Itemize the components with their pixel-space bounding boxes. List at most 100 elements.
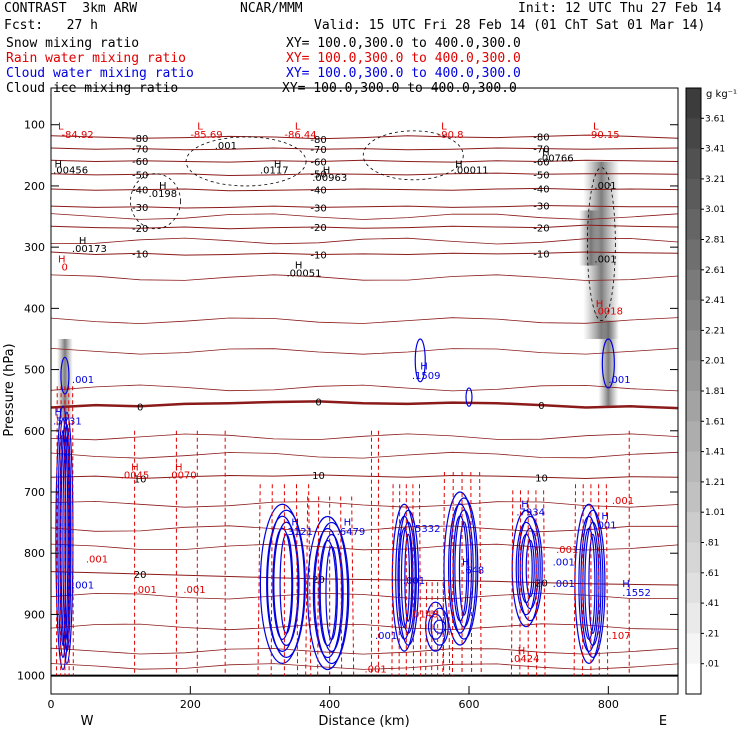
x-tick-label: 0	[48, 698, 55, 711]
rain-water-contour	[419, 484, 422, 676]
snow-shade-streak	[56, 338, 73, 419]
contour-label: .00456	[53, 166, 88, 177]
rain-water-contour	[391, 484, 394, 676]
model-title: CONTRAST 3km ARW	[4, 1, 138, 16]
contour-label: H	[344, 518, 352, 529]
isotherm-20	[50, 571, 679, 586]
colorbar-swatch	[686, 300, 701, 331]
isotherm-label: -60	[132, 157, 148, 168]
contour-label: H	[295, 261, 303, 272]
isotherm-line	[50, 274, 679, 281]
isotherm-label: -30	[310, 203, 326, 214]
y-tick-label: 200	[24, 180, 45, 193]
cloud-water-contour	[465, 387, 473, 407]
rain-water-contour	[317, 496, 320, 676]
colorbar-label: 3.21	[705, 175, 725, 185]
field-snow-name: Snow mixing ratio	[6, 36, 140, 51]
isotherm-line	[50, 623, 679, 631]
colorbar-swatch	[686, 421, 701, 453]
contour-label: H	[601, 512, 609, 523]
isotherm-line	[50, 592, 679, 600]
colorbar-unit: g kg⁻¹	[706, 89, 737, 100]
contour-label: .0045	[121, 471, 150, 482]
isotherm-line	[50, 500, 679, 508]
rain-water-contour	[535, 490, 538, 676]
contour-label: .1509	[412, 371, 441, 382]
colorbar-label: 3.61	[705, 114, 725, 124]
isotherm-line	[50, 237, 679, 245]
isotherm-line	[50, 543, 679, 551]
cloud-water-contour	[588, 533, 598, 634]
contour-label: .0117	[260, 166, 289, 177]
isotherm--20	[50, 224, 679, 230]
contour-label: .7934	[516, 507, 545, 518]
cloud-water-contour	[259, 503, 305, 664]
colorbar-swatch	[686, 209, 701, 240]
isotherm-label: -20	[533, 224, 549, 235]
rain-water-contour	[543, 490, 546, 676]
field-rain-xy: XY= 100.0,300.0 to 400.0,300.0	[286, 51, 521, 66]
y-axis-label: Pressure (hPa)	[2, 343, 17, 436]
colorbar-label: 2.41	[705, 296, 725, 306]
isotherm-line	[50, 451, 679, 459]
contour-label: .001	[365, 665, 387, 676]
colorbar-label: 3.01	[705, 205, 725, 215]
contour-label: -90.15	[587, 130, 619, 141]
cloud-water-contour	[584, 521, 602, 646]
rain-water-contour	[605, 484, 609, 676]
contour-label: .001	[72, 581, 94, 592]
isotherm-label: 0	[137, 402, 143, 413]
contour-label: .00766	[539, 153, 574, 164]
isotherm-label: 10	[312, 471, 325, 482]
contour-annotations: L-84.92L-85.69L-86.44L-90.8L-90.15H.0045…	[53, 122, 651, 676]
y-tick-label: 900	[24, 608, 45, 621]
contour-label: H	[175, 463, 183, 474]
contour-label: H	[291, 518, 299, 529]
isotherm-label: -50	[533, 170, 549, 181]
contour-label: H	[542, 147, 550, 158]
forecast-hour: Fcst: 27 h	[4, 18, 98, 33]
isotherm-label: 10	[134, 475, 147, 486]
contour-label: .001	[72, 375, 94, 386]
isotherm-label: -60	[533, 157, 549, 168]
y-tick-label: 500	[24, 364, 45, 377]
isotherm-line	[50, 647, 679, 655]
isotherm-label: 20	[134, 570, 147, 581]
cloud-water-contour	[449, 497, 479, 640]
cloud-ice-contour	[130, 173, 181, 230]
contour-label: .00173	[72, 244, 107, 255]
contour-label: H	[54, 407, 62, 418]
contour-label: .5731	[53, 417, 82, 428]
colorbar-swatch	[686, 481, 701, 513]
contour-label: .001	[553, 579, 575, 590]
colorbar: 3.61 3.41 3.21 3.01 2.81 2.61 2.41 2.21 2.01 1.81…	[685, 87, 725, 695]
cloud-water-contour	[55, 405, 71, 671]
cloud-water-contour	[454, 509, 474, 628]
cloud-water-contour	[521, 527, 539, 610]
cloud-water-contour	[400, 521, 416, 634]
isotherm-label: -10	[533, 249, 549, 260]
colorbar-label: 3.41	[705, 145, 725, 155]
isotherm-line	[50, 433, 679, 441]
contour-label: L	[295, 122, 301, 133]
contour-label: .001	[556, 545, 578, 556]
rain-water-contour	[510, 490, 514, 676]
snow-shade-streak	[598, 320, 619, 407]
colorbar-swatch	[686, 663, 701, 695]
contour-label: H	[323, 166, 331, 177]
contour-label: .648	[462, 565, 484, 576]
cloud-water-contour	[279, 533, 294, 634]
isotherm-label: -80	[533, 132, 549, 143]
cloud-water-contour	[266, 509, 306, 658]
contour-label: .0424	[511, 654, 540, 665]
contour-label: .0148	[410, 609, 439, 620]
rain-water-contour	[479, 471, 482, 676]
contour-label: .00011	[454, 166, 489, 177]
contour-label: .001	[215, 141, 237, 152]
snow-shading	[56, 161, 620, 419]
isotherm-0	[50, 400, 679, 410]
isotherm-label: -80	[132, 134, 148, 145]
contour-label: H	[420, 362, 428, 373]
contour-label: .1552	[622, 588, 651, 599]
